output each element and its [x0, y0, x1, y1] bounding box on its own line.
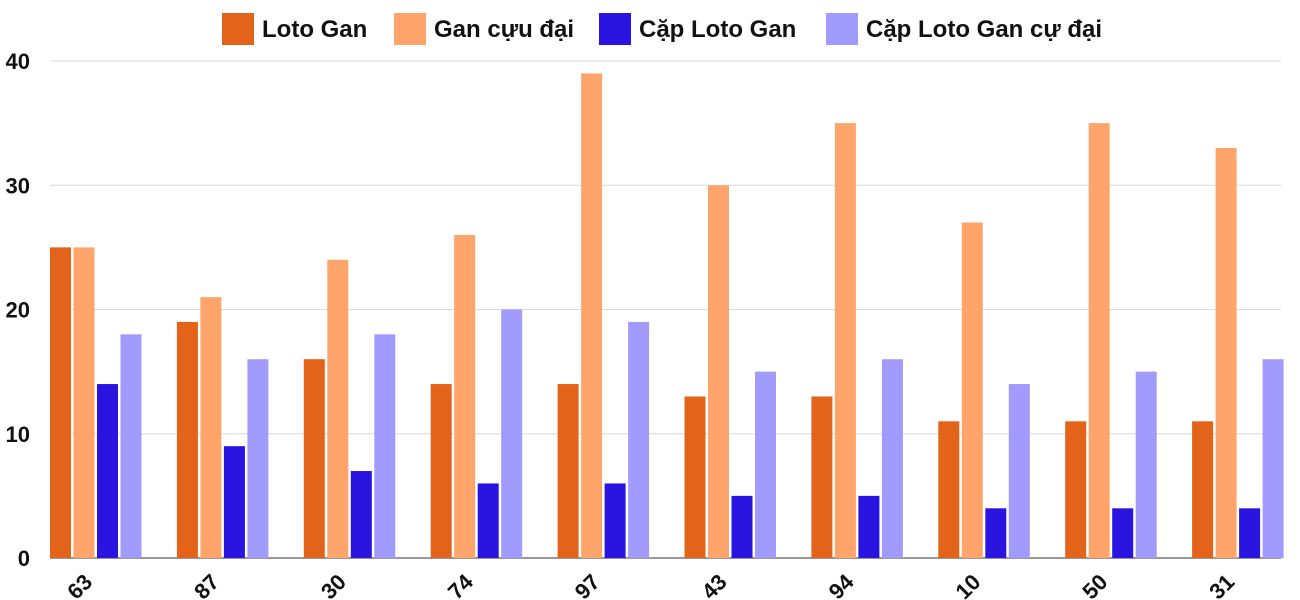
- bar: [247, 359, 269, 558]
- bar: [1088, 123, 1110, 558]
- bar: [1192, 421, 1214, 558]
- bar: [961, 222, 983, 558]
- legend-swatch: [222, 13, 254, 45]
- legend-label: Gan cựu đại: [434, 16, 574, 43]
- y-tick-label: 20: [6, 298, 30, 323]
- legend-label: Cặp Loto Gan: [639, 16, 796, 43]
- legend-label: Loto Gan: [262, 16, 367, 43]
- bar: [881, 359, 903, 558]
- bar: [858, 495, 880, 558]
- bar: [581, 73, 603, 559]
- x-axis: 63 87 30 74 97 43 94 10 50 31: [62, 569, 1239, 600]
- x-tick-label: 94: [824, 569, 860, 600]
- legend-item: Gan cựu đại: [394, 13, 574, 45]
- bar: [73, 247, 95, 558]
- bar: [1215, 147, 1237, 558]
- x-tick-label: 97: [570, 569, 605, 600]
- bar: [50, 247, 71, 558]
- bar: [708, 185, 729, 558]
- bar: [731, 495, 753, 558]
- x-tick-label: 10: [951, 569, 986, 600]
- bar: [1135, 371, 1157, 558]
- bar: [477, 483, 499, 558]
- bar: [938, 421, 960, 558]
- y-tick-label: 40: [6, 49, 30, 74]
- bar: [430, 384, 452, 558]
- bar: [454, 234, 476, 558]
- x-tick-label: 43: [697, 569, 732, 600]
- legend-swatch: [826, 13, 858, 45]
- bar: [604, 483, 626, 558]
- bar: [501, 309, 523, 558]
- bar: [1112, 508, 1134, 558]
- bar: [557, 384, 579, 558]
- bar: [1065, 421, 1087, 558]
- legend: Loto Gan Gan cựu đại Cặp Loto Gan Cặp Loto …: [222, 13, 1102, 45]
- legend-item: Cặp Loto Gan: [599, 13, 796, 45]
- y-axis: 0 10 20 30 40: [6, 49, 30, 571]
- legend-item: Loto Gan: [222, 13, 367, 45]
- bar: [327, 259, 349, 558]
- bar: [628, 321, 650, 558]
- bar: [303, 359, 325, 558]
- bar: [684, 396, 706, 558]
- y-tick-label: 10: [6, 422, 30, 447]
- bar: [176, 321, 198, 558]
- bar: [1262, 359, 1284, 558]
- x-tick-label: 87: [189, 569, 224, 600]
- x-tick-label: 50: [1077, 569, 1112, 600]
- bar: [374, 334, 396, 558]
- x-tick-label: 74: [443, 569, 479, 600]
- bars: [50, 73, 1284, 559]
- bar: [97, 384, 118, 558]
- y-tick-label: 0: [18, 546, 30, 571]
- bar: [223, 446, 245, 558]
- bar: [120, 334, 142, 558]
- x-tick-label: 30: [316, 569, 351, 600]
- bar: [1008, 384, 1030, 558]
- legend-swatch: [599, 13, 631, 45]
- bar: [200, 297, 222, 558]
- bar: [834, 123, 856, 558]
- legend-swatch: [394, 13, 426, 45]
- x-tick-label: 31: [1204, 569, 1239, 600]
- legend-label: Cặp Loto Gan cự đại: [866, 16, 1102, 43]
- bar: [1239, 508, 1261, 558]
- bar: [985, 508, 1007, 558]
- bar: [811, 396, 833, 558]
- y-tick-label: 30: [6, 173, 30, 198]
- bar: [755, 371, 776, 558]
- bar: [350, 471, 372, 558]
- x-tick-label: 63: [62, 569, 97, 600]
- legend-item: Cặp Loto Gan cự đại: [826, 13, 1102, 45]
